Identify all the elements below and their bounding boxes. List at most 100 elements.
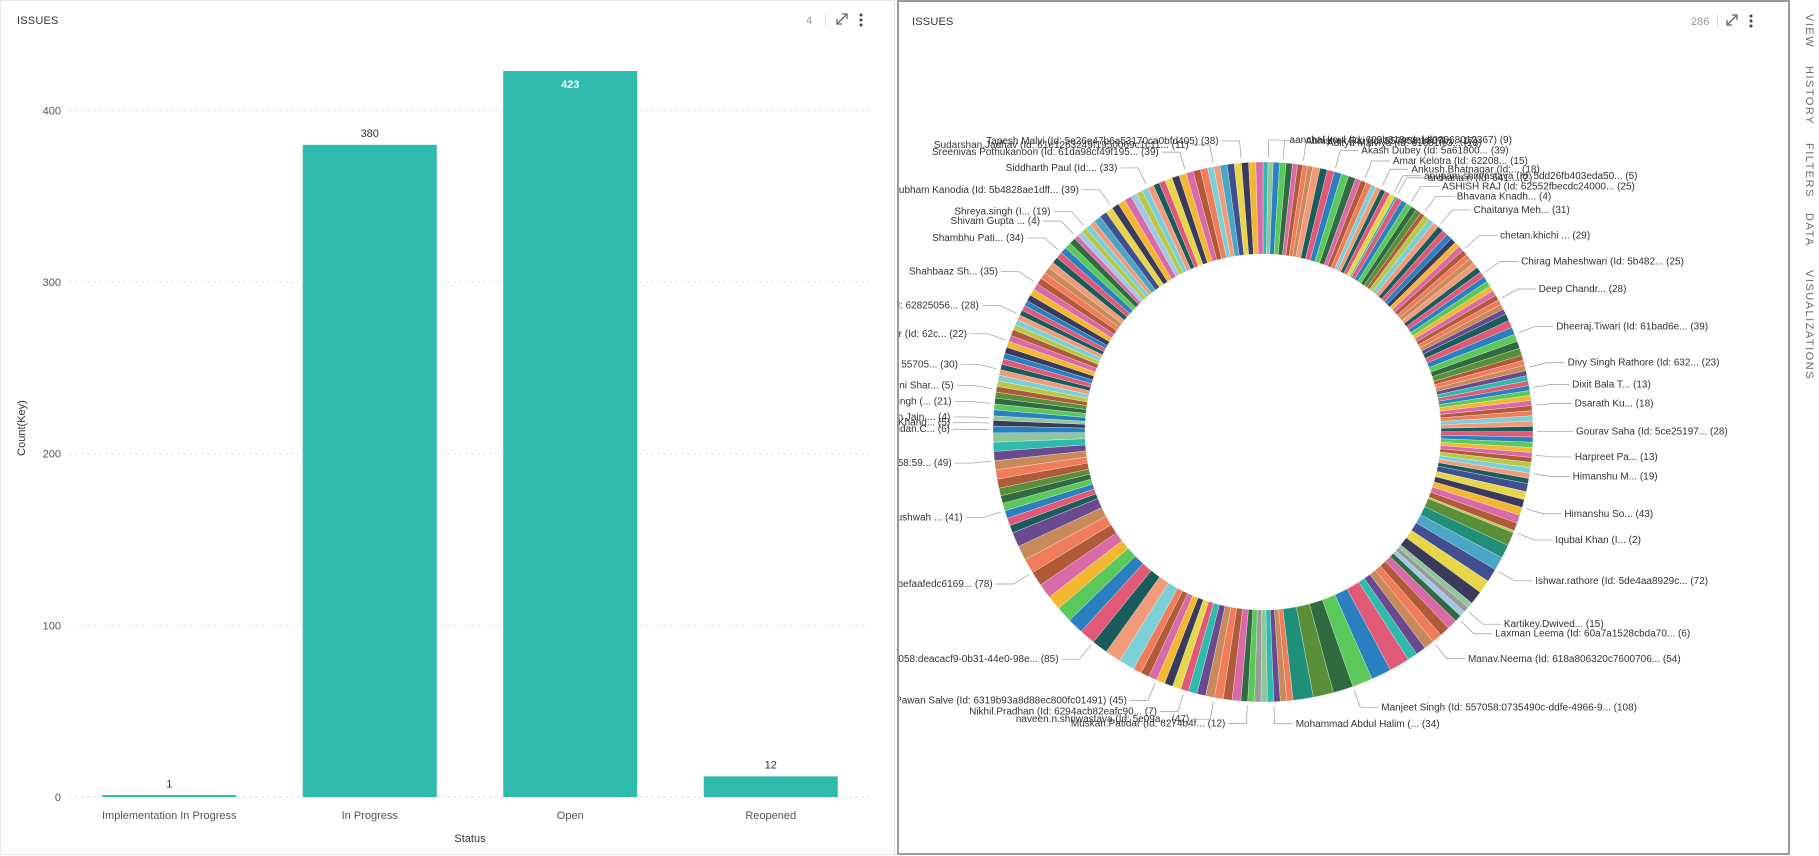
slice-label: Shivam Gupta ... (4) xyxy=(951,216,1040,227)
slice-label: Dixit Bala T... (13) xyxy=(1572,379,1651,390)
leader-line xyxy=(1535,455,1572,458)
leader-line xyxy=(1529,362,1565,368)
slice-label: Chirag Maheshwari (Id: 5b482... (25) xyxy=(1521,257,1684,268)
y-tick-label: 400 xyxy=(43,105,61,117)
y-axis-title: Count(Key) xyxy=(16,400,28,456)
issues-bar-panel: ISSUES 4 0 100 200 300 400 1 Implementation In… xyxy=(0,0,895,855)
bar-data-label: 1 xyxy=(166,778,172,790)
leader-line xyxy=(1081,189,1111,205)
slice-label: Shahbaaz Sh... (35) xyxy=(909,267,998,278)
leader-line xyxy=(1120,167,1147,185)
slice-label: Akash Dubey (Id: 5a61800... (39) xyxy=(1361,145,1508,156)
leader-line xyxy=(1424,196,1454,212)
leader-line xyxy=(1364,160,1390,178)
leader-line xyxy=(969,333,1006,341)
leader-line xyxy=(1129,683,1156,701)
bar[interactable] xyxy=(102,795,237,797)
bar[interactable] xyxy=(503,71,638,797)
leader-line xyxy=(1525,508,1562,515)
bar[interactable] xyxy=(703,776,838,797)
issues-donut-panel: ISSUES 286 aanchal.koul (Id: 609b818edaf… xyxy=(897,0,1790,855)
slice-label: sahil singh (... (21) xyxy=(899,397,952,408)
leader-line xyxy=(960,364,997,370)
x-tick-label: Implementation In Progress xyxy=(102,810,237,822)
donut-slice[interactable] xyxy=(1255,161,1264,255)
leader-line xyxy=(954,460,991,464)
leader-line xyxy=(1228,705,1248,724)
slice-label: Mohammad Abdul Halim (... (34) xyxy=(1296,719,1440,730)
leader-line xyxy=(1000,271,1035,282)
tab-history[interactable]: HISTORY xyxy=(1803,66,1815,125)
slice-label: Abhishek Rai (Id: 557058:1607b... (17) xyxy=(1306,136,1478,147)
leader-line xyxy=(1061,644,1092,660)
leader-line xyxy=(1159,694,1184,712)
expand-icon[interactable] xyxy=(1724,12,1740,30)
slice-label: anupam.shrivastava (Id: 5dd26fb403eda50.… xyxy=(1424,171,1637,182)
slice-label: Sudarshan.Jadhav (Id: 61e1263249f1950069… xyxy=(934,140,1189,151)
leader-line xyxy=(956,385,993,389)
slice-label: Rohit Khand... (5) xyxy=(899,417,950,428)
slice-label: Kartikey.Dwived... (15) xyxy=(1504,619,1604,630)
slice-label: chetan.khichi ... (29) xyxy=(1500,231,1590,242)
leader-line xyxy=(1397,177,1425,194)
slice-label: Shambhu Pati... (34) xyxy=(932,233,1024,244)
slice-label: Siddharth Paul (Id:... (33) xyxy=(1006,163,1118,174)
panel-title: ISSUES xyxy=(912,16,954,28)
slice-label: Laxman Leema (Id: 60a7a1528cbda70... (6) xyxy=(1495,629,1690,640)
leader-line xyxy=(1273,705,1293,725)
leader-line xyxy=(1043,220,1074,235)
panel-title: ISSUES xyxy=(17,15,59,27)
tab-visualizations[interactable]: VISUALIZATIONS xyxy=(1803,270,1815,381)
slice-label: aanchal.koul (Id: 609b818edafdf000680123… xyxy=(1290,135,1512,146)
leader-line xyxy=(1382,168,1409,186)
leader-line xyxy=(1221,140,1242,159)
leader-line xyxy=(953,416,990,419)
leader-line xyxy=(1353,690,1379,708)
slice-label: Sreenivas Pothukanoori (Id: 61da98cf49f1… xyxy=(932,147,1159,158)
bar-data-label: 423 xyxy=(561,79,579,91)
leader-line xyxy=(1485,261,1519,273)
y-tick-label: 200 xyxy=(43,449,61,461)
tab-view[interactable]: VIEW xyxy=(1803,14,1815,49)
slice-label: Iqubal Khan (I... (2) xyxy=(1555,535,1641,546)
slice-label: Pushpendra Garg (Id: 633befaafedc6169...… xyxy=(899,579,993,590)
slice-label: Divy Singh Rathore (Id: 632... (23) xyxy=(1568,358,1720,369)
slice-label: Rakesh Patidar (Id: 557058:59... (49) xyxy=(899,458,952,469)
slice-label: Tapesh Malvi (Id: 5e26e47b6a53170ca0bfd4… xyxy=(986,136,1218,147)
leader-line xyxy=(1026,237,1059,251)
slice-label: ASHISH RAJ (Id: 62552fbecdc24000... (25) xyxy=(1442,181,1635,192)
leader-line xyxy=(1533,473,1570,477)
slice-label: archana.n (Id: 641... (2) xyxy=(1428,173,1533,184)
leader-line xyxy=(953,422,990,424)
slice-label: Prerna Rajoriya (Id: 557058:deacacf9-0b3… xyxy=(899,654,1059,665)
bar[interactable] xyxy=(302,144,437,797)
leader-line xyxy=(1282,140,1303,159)
slice-label: naveen.n.shriwastava (Id: 5e09a... (47) xyxy=(1016,714,1189,725)
leader-line xyxy=(1501,288,1536,299)
slice-label: Himanshu So... (43) xyxy=(1564,509,1653,520)
slice-label: Shubham Kanodia (Id: 5b4828ae1dff... (39… xyxy=(899,185,1079,196)
x-axis-title: Status xyxy=(454,833,486,845)
expand-icon[interactable] xyxy=(834,11,850,29)
slice-label: Gourav Saha (Id: 5ce25197... (28) xyxy=(1576,427,1728,438)
slice-label: Sachin Jain ... (4) xyxy=(899,412,950,423)
leader-line xyxy=(1498,571,1533,582)
more-vertical-icon[interactable] xyxy=(1743,12,1759,30)
leader-line xyxy=(1191,144,1214,163)
y-tick-label: 0 xyxy=(55,792,61,804)
status-bar-chart: 0 100 200 300 400 1 Implementation In Progress… xyxy=(16,71,871,845)
slice-label: Amar Kelotra (Id: 62208... (15) xyxy=(1393,156,1528,167)
leader-line xyxy=(1302,142,1324,162)
slice-label: Shabbir Babji (Id: 62825056... (28) xyxy=(899,300,979,311)
slice-label: Rahul.Kushwah ... (41) xyxy=(899,512,963,523)
tab-filters[interactable]: FILTERS xyxy=(1803,143,1815,198)
slice-label: Sameer Fegade (Id: 55705... (30) xyxy=(899,360,958,371)
x-tick-label: In Progress xyxy=(342,810,399,822)
leader-line xyxy=(954,401,991,404)
more-vertical-icon[interactable] xyxy=(853,11,869,29)
slice-label: Deep Chandr... (28) xyxy=(1539,284,1627,295)
tab-data[interactable]: DATA xyxy=(1803,213,1815,247)
leader-line xyxy=(965,511,1002,518)
slice-label: Harpreet Pa... (13) xyxy=(1575,452,1658,463)
slice-label: Pawan Salve (Id: 6319b93a8d88ec800fc0149… xyxy=(899,695,1127,706)
